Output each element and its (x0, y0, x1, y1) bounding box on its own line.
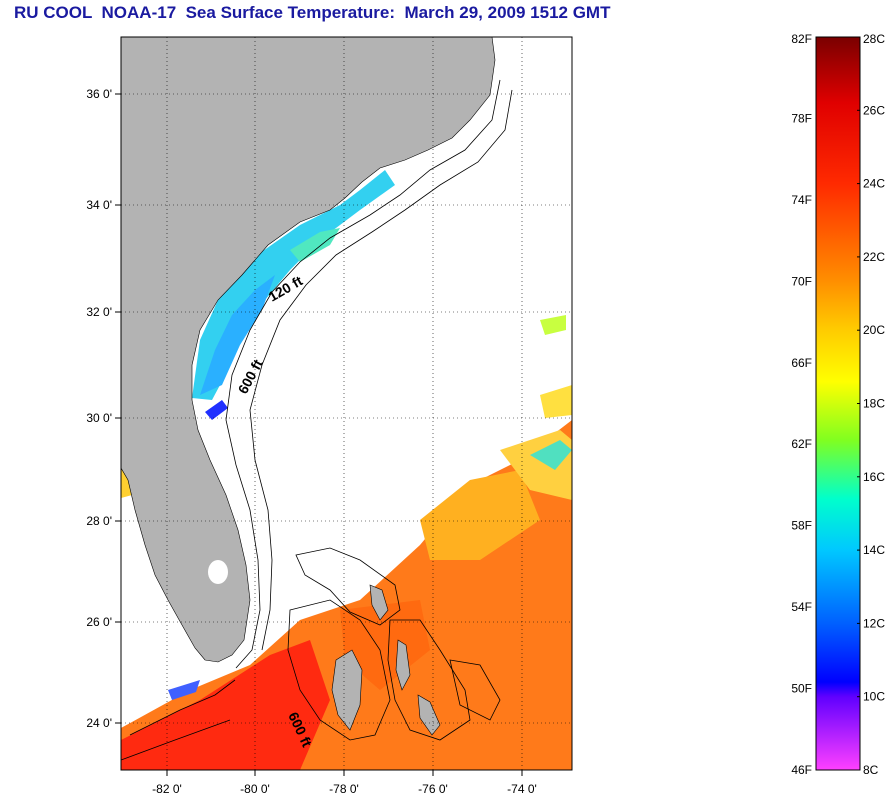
colorbar-c-label: 22C (863, 250, 885, 264)
lon-label: -76 0' (418, 782, 448, 796)
colorbar-f-label: 58F (791, 519, 812, 533)
colorbar-f-label: 54F (791, 600, 812, 614)
colorbar-f-label: 62F (791, 437, 812, 451)
lon-label: -78 0' (329, 782, 359, 796)
sst-warm-ocean (121, 420, 572, 770)
lat-label: 32 0' (86, 305, 112, 319)
land-us-coast (121, 37, 496, 663)
axis-ticks (115, 93, 523, 776)
lake-okeechobee (208, 560, 228, 584)
colorbar-f-label: 74F (791, 193, 812, 207)
lat-label: 28 0' (86, 514, 112, 528)
colorbar-c-label: 18C (863, 397, 885, 411)
land-bahamas-eleuthera (395, 639, 411, 691)
lat-label: 30 0' (86, 411, 112, 425)
lon-label: -82 0' (152, 782, 182, 796)
colorbar-c-label: 12C (863, 616, 885, 630)
colorbar-f-label: 66F (791, 356, 812, 370)
colorbar-c-label: 24C (863, 177, 885, 191)
colorbar-f-label: 70F (791, 274, 812, 288)
colorbar-c-label: 26C (863, 103, 885, 117)
colorbar-f-label: 78F (791, 111, 812, 125)
map-frame (120, 36, 573, 771)
page-title: RU COOL NOAA-17 Sea Surface Temperature:… (14, 3, 611, 22)
colorbar-c-label: 16C (863, 470, 885, 484)
colorbar-ticks: 82F 78F 74F 70F 66F 62F 58F 54F 50F 46F 28C 26C 24C 2… (791, 32, 885, 777)
lon-label: -80 0' (240, 782, 270, 796)
lat-label: 36 0' (86, 87, 112, 101)
bathymetry-contours (121, 79, 513, 761)
colorbar-f-label: 46F (791, 763, 812, 777)
land-bahamas-abaco (369, 584, 389, 621)
lat-label: 26 0' (86, 615, 112, 629)
colorbar-c-label: 10C (863, 690, 885, 704)
colorbar-f-label: 50F (791, 682, 812, 696)
land-bahamas-andros (331, 649, 363, 731)
lat-label: 34 0' (86, 198, 112, 212)
colorbar (815, 36, 861, 771)
colorbar-c-label: 28C (863, 32, 885, 46)
land-bahamas-exuma (417, 694, 441, 736)
colorbar-c-label: 20C (863, 323, 885, 337)
lon-label: -74 0' (507, 782, 537, 796)
colorbar-f-label: 82F (791, 32, 812, 46)
colorbar-c-label: 8C (863, 763, 879, 777)
lat-label: 24 0' (86, 716, 112, 730)
colorbar-c-label: 14C (863, 543, 885, 557)
